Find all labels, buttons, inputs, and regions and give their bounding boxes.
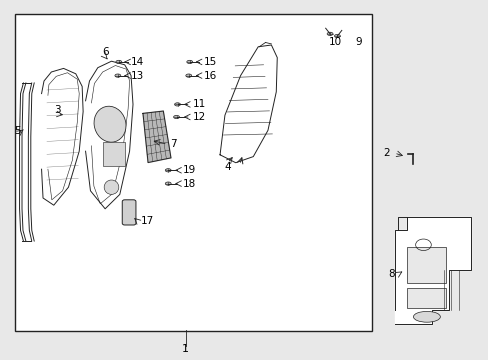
Polygon shape xyxy=(85,61,133,209)
Text: 15: 15 xyxy=(203,57,216,67)
Text: 4: 4 xyxy=(224,162,230,172)
Ellipse shape xyxy=(104,180,119,194)
Text: 14: 14 xyxy=(131,57,144,67)
Polygon shape xyxy=(41,68,83,205)
Ellipse shape xyxy=(173,115,179,118)
Ellipse shape xyxy=(326,32,332,35)
Bar xyxy=(102,142,124,166)
Text: 17: 17 xyxy=(140,216,153,226)
Bar xyxy=(407,247,446,283)
Text: 5: 5 xyxy=(14,126,20,136)
Ellipse shape xyxy=(165,182,171,185)
Text: 3: 3 xyxy=(54,105,61,115)
Text: 2: 2 xyxy=(383,148,389,158)
Ellipse shape xyxy=(185,74,191,77)
Text: 9: 9 xyxy=(355,37,362,48)
Text: 16: 16 xyxy=(203,71,216,81)
Ellipse shape xyxy=(94,106,126,142)
Polygon shape xyxy=(142,111,171,163)
Text: 13: 13 xyxy=(131,71,144,81)
Text: 8: 8 xyxy=(387,269,394,279)
Polygon shape xyxy=(220,45,277,163)
Text: 7: 7 xyxy=(170,139,177,149)
Polygon shape xyxy=(394,217,470,324)
Ellipse shape xyxy=(334,34,340,37)
Text: 11: 11 xyxy=(193,99,206,109)
Text: 6: 6 xyxy=(102,47,108,57)
Bar xyxy=(407,288,446,308)
FancyBboxPatch shape xyxy=(122,200,136,225)
Ellipse shape xyxy=(116,60,122,63)
Text: 18: 18 xyxy=(182,179,195,189)
Ellipse shape xyxy=(165,168,171,172)
Ellipse shape xyxy=(115,74,121,77)
Text: 12: 12 xyxy=(193,112,206,122)
Text: 19: 19 xyxy=(182,165,195,175)
Bar xyxy=(15,14,371,331)
Text: 10: 10 xyxy=(328,37,342,48)
Text: 1: 1 xyxy=(182,344,189,354)
Ellipse shape xyxy=(412,311,439,322)
Ellipse shape xyxy=(186,60,192,63)
Ellipse shape xyxy=(174,103,180,106)
